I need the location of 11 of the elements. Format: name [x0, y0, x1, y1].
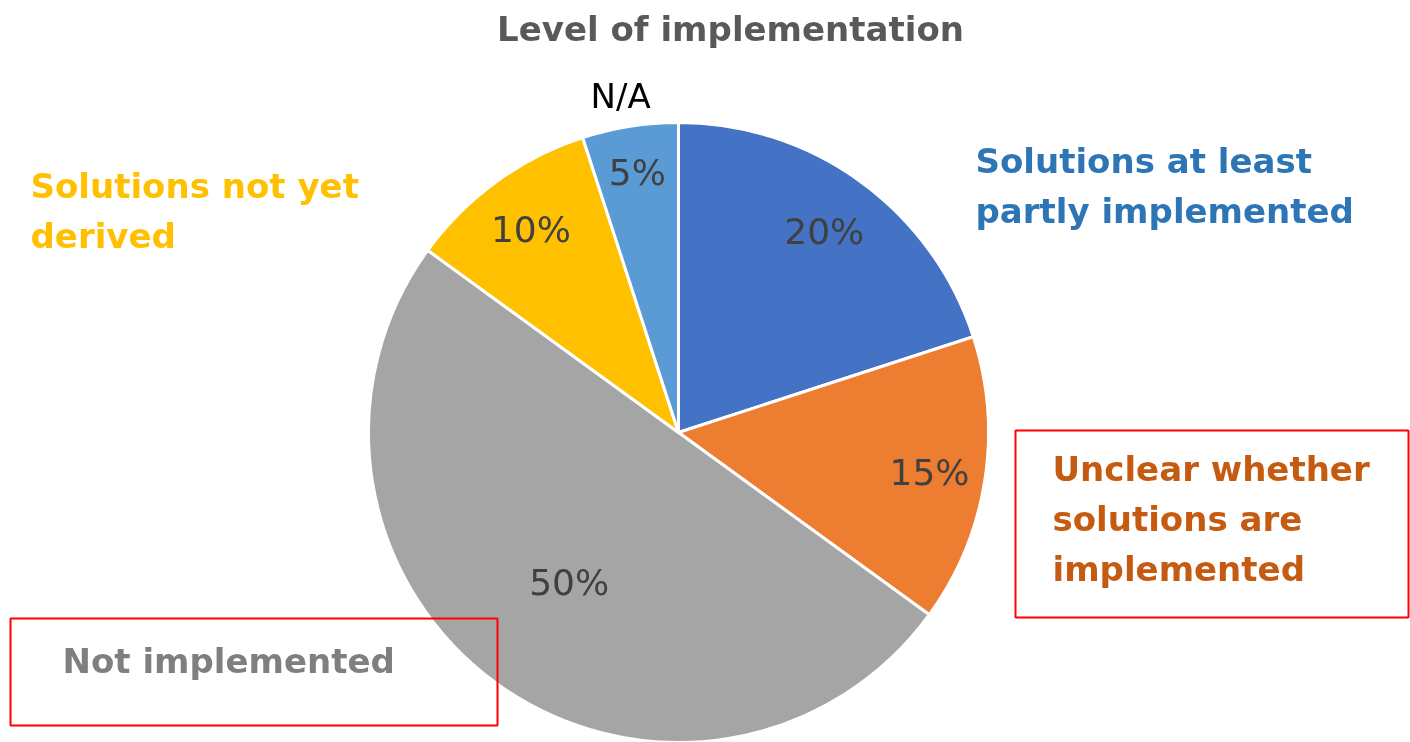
slice-label: Not implemented	[62, 640, 395, 681]
slice-label: Unclear whether solutions are implemented	[1052, 448, 1370, 589]
data-label: 5%	[608, 151, 666, 193]
data-label: 50%	[529, 562, 610, 604]
chart-title: Level of implementation	[497, 8, 964, 49]
slice-label: Solutions at least partly implemented	[975, 140, 1354, 231]
data-label: 15%	[889, 451, 970, 493]
slice-label: Solutions not yet derived	[30, 165, 359, 256]
data-label: 20%	[784, 211, 865, 253]
data-label: 10%	[490, 208, 571, 250]
slice-label: N/A	[590, 75, 651, 116]
